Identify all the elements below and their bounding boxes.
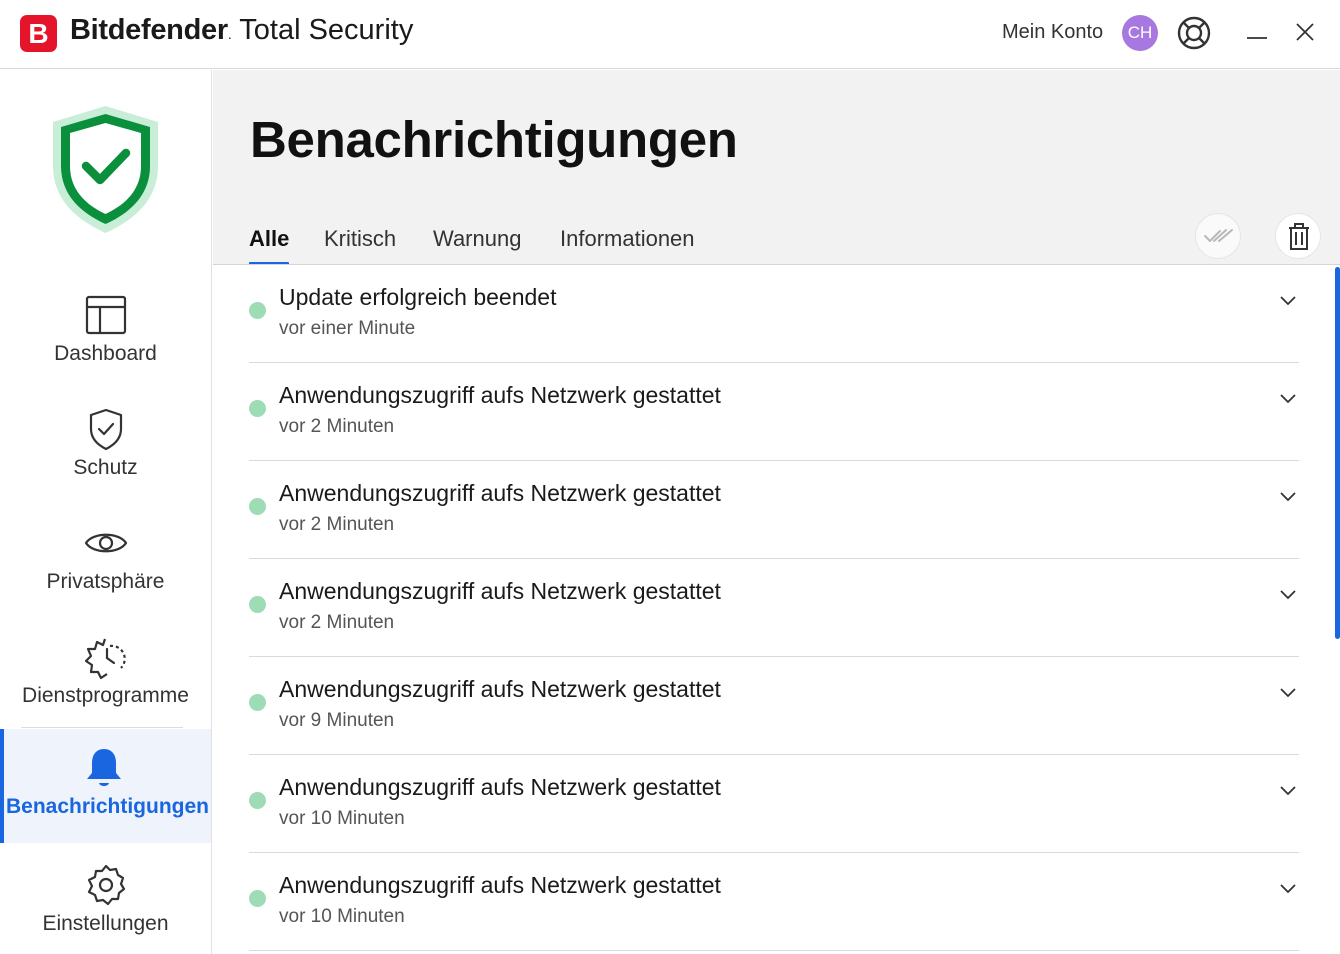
notification-title: Anwendungszugriff aufs Netzwerk gestatte… [279,676,721,702]
bitdefender-logo-icon: B [20,15,57,52]
tab-warnung[interactable]: Warnung [433,226,522,251]
notification-title: Anwendungszugriff aufs Netzwerk gestatte… [279,774,721,800]
scrollbar[interactable] [1335,267,1340,639]
status-dot [249,694,266,711]
status-dot [249,596,266,613]
minimize-icon[interactable] [1240,18,1274,52]
chevron-down-icon[interactable] [1277,779,1299,801]
status-dot [249,302,266,319]
main-panel: Benachrichtigungen Alle Kritisch Warnung… [213,70,1340,954]
title-bar: B Bitdefender. Total Security Mein Konto… [0,0,1340,69]
protected-status-shield-icon [53,106,158,233]
list-item[interactable]: Anwendungszugriff aufs Netzwerk gestatte… [249,461,1299,559]
sidebar-item-label: Dashboard [54,342,157,365]
status-dot [249,400,266,417]
list-item[interactable]: Anwendungszugriff aufs Netzwerk gestatte… [249,755,1299,853]
tab-kritisch[interactable]: Kritisch [324,226,397,251]
notification-title: Anwendungszugriff aufs Netzwerk gestatte… [279,578,721,604]
chevron-down-icon[interactable] [1277,583,1299,605]
delete-all-button[interactable] [1275,213,1321,259]
status-dot [249,498,266,515]
close-icon[interactable] [1288,15,1322,49]
chevron-down-icon[interactable] [1277,387,1299,409]
sidebar-item-label: Benachrichtigungen [5,795,210,818]
sidebar-item-label: Dienstprogramme [22,684,189,707]
sidebar-item-schutz[interactable]: Schutz [0,406,211,506]
notification-time: vor 10 Minuten [279,808,405,829]
dashboard-icon [85,295,126,335]
chevron-down-icon[interactable] [1277,681,1299,703]
notification-time: vor 2 Minuten [279,612,395,633]
help-lifebuoy-icon[interactable] [1174,13,1214,53]
double-check-icon [1204,229,1233,242]
trash-icon [1289,223,1309,250]
avatar[interactable]: CH [1122,15,1158,51]
sidebar-item-label: Schutz [73,456,138,479]
brand-name: Bitdefender [70,14,228,46]
bell-icon [87,749,121,786]
tab-alle[interactable]: Alle [249,226,290,251]
notification-time: vor 10 Minuten [279,906,405,927]
status-dot [249,792,266,809]
mark-all-read-button[interactable] [1195,213,1241,259]
brand-mark: . [227,26,232,42]
list-item[interactable]: Anwendungszugriff aufs Netzwerk gestatte… [249,363,1299,461]
notification-title: Anwendungszugriff aufs Netzwerk gestatte… [279,382,721,408]
shield-icon [89,408,122,451]
sidebar-item-label: Einstellungen [42,912,169,935]
notification-time: vor 2 Minuten [279,416,395,437]
chevron-down-icon[interactable] [1277,877,1299,899]
list-item[interactable]: Anwendungszugriff aufs Netzwerk gestatte… [249,853,1299,951]
gear-icon [87,864,125,906]
sidebar-divider [21,727,183,728]
notification-title: Update erfolgreich beendet [279,284,557,310]
sidebar-item-dashboard[interactable]: Dashboard [0,292,211,392]
notification-title: Anwendungszugriff aufs Netzwerk gestatte… [279,480,721,506]
status-dot [249,890,266,907]
sidebar-item-benachrichtigungen[interactable]: Benachrichtigungen [0,729,211,843]
my-account-link[interactable]: Mein Konto [1002,21,1104,43]
sidebar: Dashboard Schutz Privatsphäre Dienstprog… [0,70,212,954]
sidebar-item-privatsphaere[interactable]: Privatsphäre [0,520,211,620]
sidebar-item-dienstprogramme[interactable]: Dienstprogramme [0,634,211,734]
product-name: Total Security [231,14,414,46]
app-title: Bitdefender. Total Security [70,14,413,47]
notification-time: vor 2 Minuten [279,514,395,535]
chevron-down-icon[interactable] [1277,289,1299,311]
page-title: Benachrichtigungen [250,111,738,168]
list-item[interactable]: Anwendungszugriff aufs Netzwerk gestatte… [249,559,1299,657]
notification-title: Anwendungszugriff aufs Netzwerk gestatte… [279,872,721,898]
list-item[interactable]: Anwendungszugriff aufs Netzwerk gestatte… [249,657,1299,755]
notification-time: vor einer Minute [279,318,416,339]
tools-icon [84,638,126,680]
tabs-divider [213,264,1340,265]
sidebar-item-label: Privatsphäre [46,570,165,593]
sidebar-item-einstellungen[interactable]: Einstellungen [0,862,211,954]
eye-icon [84,533,127,553]
list-item[interactable]: Update erfolgreich beendet vor einer Min… [249,265,1299,363]
notification-time: vor 9 Minuten [279,710,395,731]
notification-list: Update erfolgreich beendet vor einer Min… [213,265,1340,954]
tab-informationen[interactable]: Informationen [560,226,695,251]
chevron-down-icon[interactable] [1277,485,1299,507]
